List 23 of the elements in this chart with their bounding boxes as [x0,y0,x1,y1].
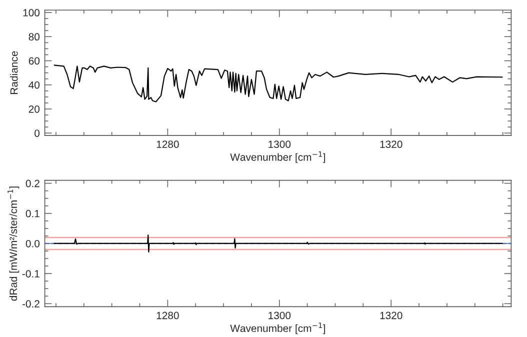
y-tick-label: 40 [28,81,40,89]
x-axis-title: Wavenumber [cm$^{−1}$] [230,151,326,163]
y-tick-label: 60 [28,57,40,65]
x-tick-label: 1320 [380,140,402,148]
y-tick-label: 100 [23,9,40,16]
x-tick-label: 1320 [380,312,402,320]
y-axis-title: Radiance [10,51,18,94]
y-tick-label: 80 [28,33,40,41]
x-tick-label: 1300 [268,140,291,148]
y-tick-label: 0.0 [26,240,40,248]
line-series [54,64,503,102]
y-tick-label: 0.1 [26,210,40,218]
y-tick-label: 20 [28,105,40,113]
y-tick-label: -0.2 [22,300,40,308]
y-tick-label: -0.1 [22,270,40,278]
y-tick-label: 0.2 [26,180,40,188]
y-tick-label: 0 [34,130,40,137]
x-tick-label: 1300 [268,312,291,320]
y-axis-title: dRad [mW/m²/ster/cm$^{−1}$] [8,186,20,301]
x-tick-label: 1280 [156,140,179,148]
x-axis-title: Wavenumber [cm$^{−1}$] [230,322,326,334]
x-tick-label: 1280 [156,312,179,320]
line-series [54,234,503,252]
